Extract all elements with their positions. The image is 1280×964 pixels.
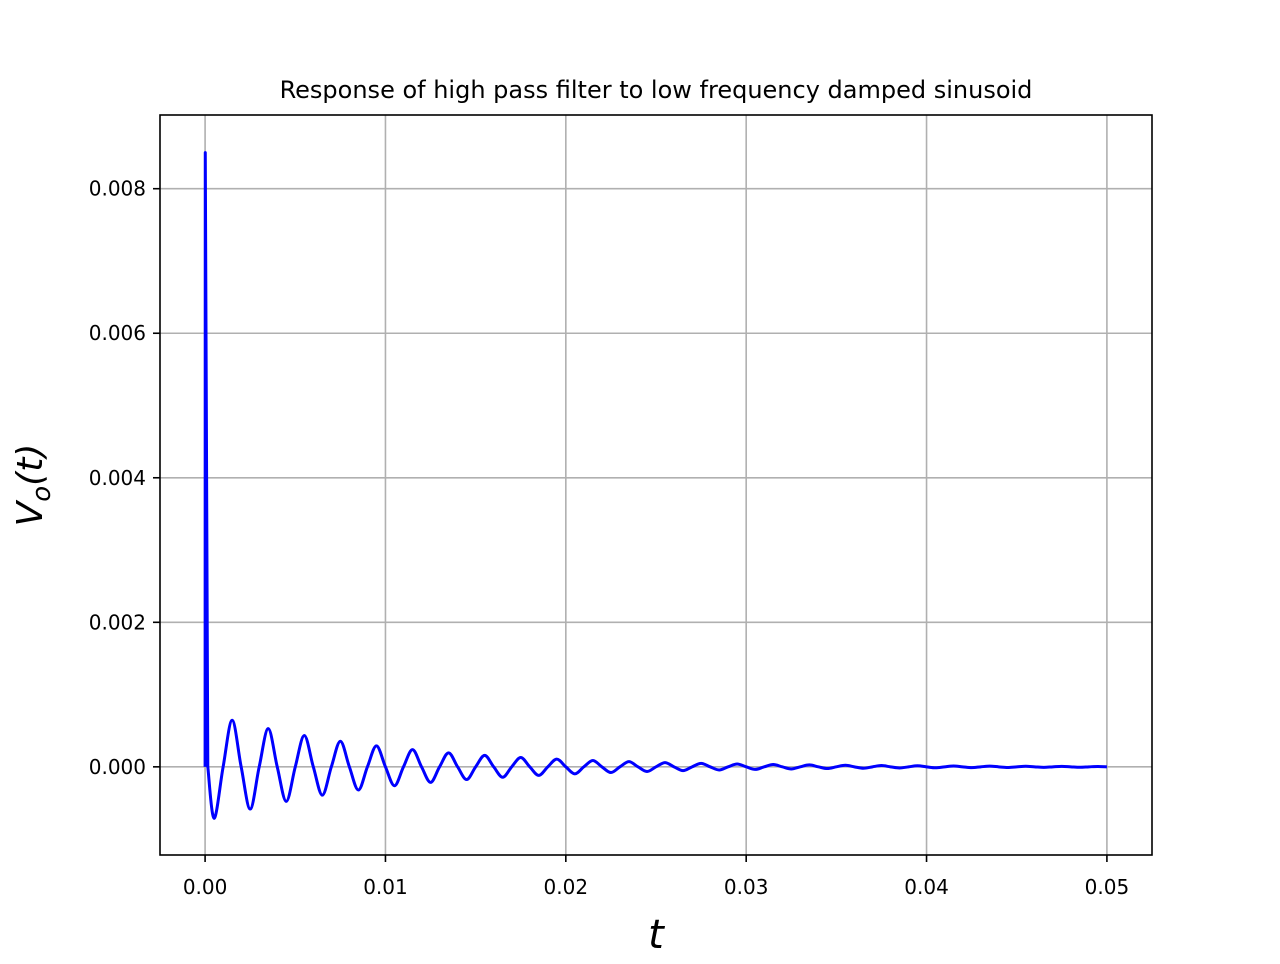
grid xyxy=(160,115,1152,855)
chart-title: Response of high pass filter to low freq… xyxy=(280,76,1033,104)
x-tick-label: 0.05 xyxy=(1085,875,1130,899)
x-tick-label: 0.04 xyxy=(904,875,949,899)
y-tick-label: 0.008 xyxy=(89,177,146,201)
y-label-main: V xyxy=(10,499,51,526)
y-tick-label: 0.000 xyxy=(89,755,146,779)
y-label-rest: (t) xyxy=(10,444,51,486)
x-tick-label: 0.03 xyxy=(724,875,769,899)
y-axis-label: Vo(t) xyxy=(10,444,57,527)
y-label-sub: o xyxy=(27,486,57,502)
y-tick-label: 0.004 xyxy=(89,466,146,490)
ticks: 0.00 0.01 0.02 0.03 0.04 0.05 0.000 0.002 0.004 0… xyxy=(89,177,1129,899)
x-axis-label: t xyxy=(648,912,665,958)
y-tick-label: 0.002 xyxy=(89,610,146,634)
y-tick-label: 0.006 xyxy=(89,321,146,345)
x-tick-label: 0.00 xyxy=(183,875,228,899)
plot-area xyxy=(203,151,1107,820)
x-tick-label: 0.01 xyxy=(363,875,408,899)
x-tick-label: 0.02 xyxy=(544,875,589,899)
axes-frame xyxy=(159,114,1153,856)
data-line xyxy=(203,151,1107,820)
